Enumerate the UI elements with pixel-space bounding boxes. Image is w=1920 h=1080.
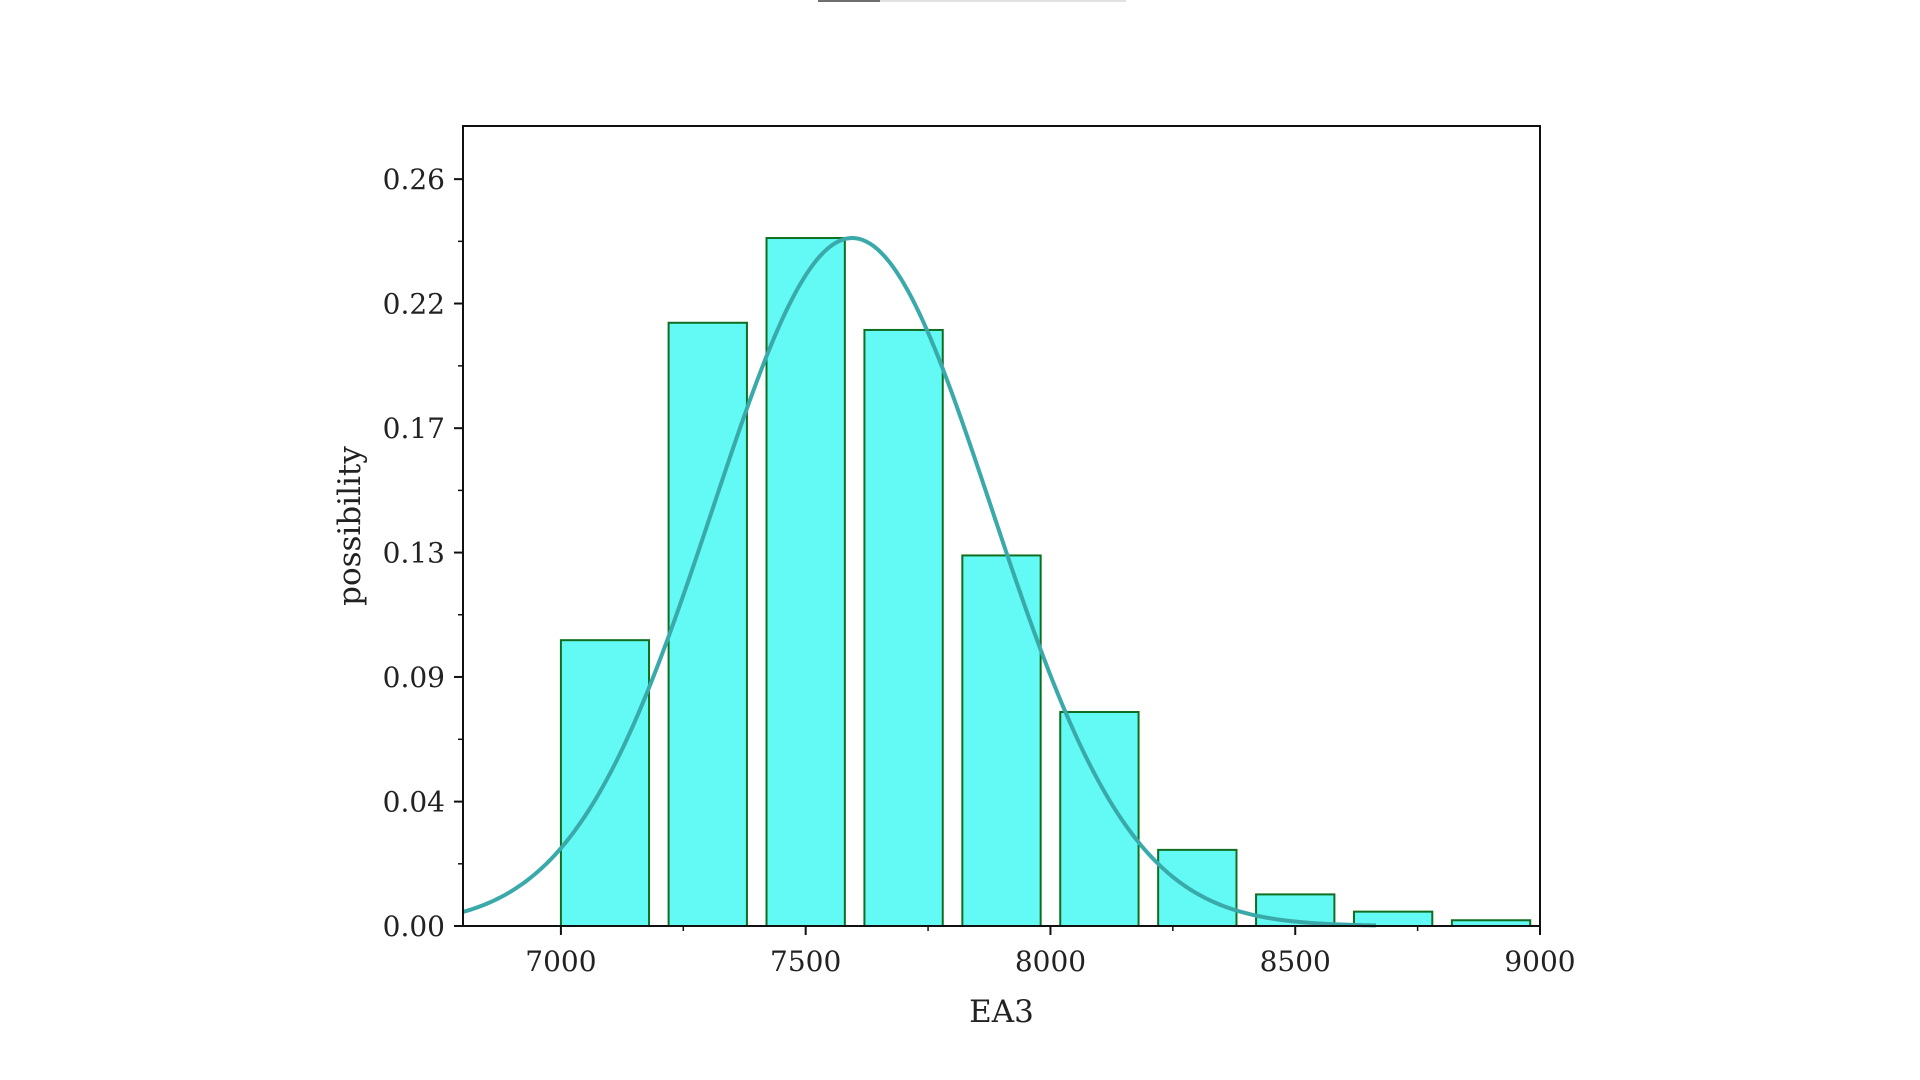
histogram-bar-3 bbox=[765, 237, 846, 927]
histogram-bar-7 bbox=[1157, 848, 1238, 928]
plot-frame bbox=[462, 125, 1541, 927]
x-tick-label: 7000 bbox=[525, 945, 596, 978]
y-tick-label: 0.13 bbox=[383, 537, 445, 570]
x-axis: 7000 7500 8000 8500 9000 bbox=[525, 926, 1576, 978]
top-strip bbox=[818, 0, 1126, 2]
histogram-bar-2 bbox=[667, 321, 748, 927]
x-axis-label: EA3 bbox=[969, 994, 1034, 1030]
normal-fit-curve bbox=[462, 236, 1377, 928]
histogram-bar-5 bbox=[961, 554, 1042, 927]
y-axis-label: possibility bbox=[332, 446, 368, 606]
histogram-bar-6 bbox=[1059, 710, 1140, 927]
x-tick-label: 8000 bbox=[1015, 945, 1086, 978]
y-tick-label: 0.26 bbox=[383, 163, 445, 196]
y-axis: 0.00 0.04 0.09 0.13 0.17 0.22 0.26 bbox=[383, 163, 463, 943]
y-tick-label: 0.00 bbox=[383, 910, 445, 943]
x-tick-label: 9000 bbox=[1504, 945, 1575, 978]
histogram-bar-4 bbox=[863, 328, 944, 928]
y-tick-label: 0.04 bbox=[383, 786, 445, 819]
x-tick-label: 8500 bbox=[1260, 945, 1331, 978]
y-tick-label: 0.17 bbox=[383, 412, 445, 445]
bars-layer bbox=[559, 237, 1532, 928]
y-tick-label: 0.09 bbox=[383, 661, 445, 694]
y-tick-label: 0.22 bbox=[383, 288, 445, 321]
top-strip-dark bbox=[818, 0, 880, 2]
x-tick-label: 7500 bbox=[770, 945, 841, 978]
